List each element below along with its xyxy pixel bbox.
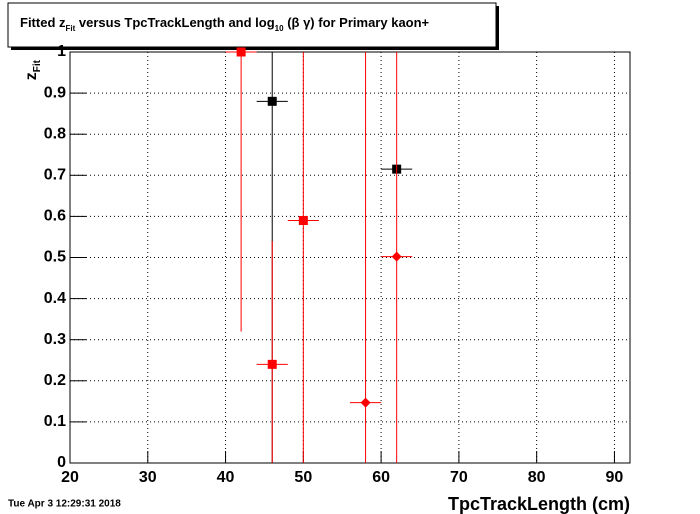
- x-tick-label: 40: [217, 469, 235, 486]
- x-tick-label: 20: [61, 469, 79, 486]
- title-part: versus TpcTrackLength and log: [75, 15, 274, 30]
- y-tick-label: 0.4: [44, 290, 66, 307]
- point: [236, 47, 246, 57]
- y-tick-label: 0.6: [44, 208, 66, 225]
- point: [267, 96, 277, 106]
- title-box: [7, 2, 497, 48]
- y-tick-label: 0.3: [44, 331, 66, 348]
- point: [298, 216, 308, 226]
- ylabel-part: Fit: [32, 59, 43, 72]
- ylabel-part: z: [23, 72, 40, 80]
- title-part: Fit: [66, 24, 76, 33]
- timestamp: Tue Apr 3 12:29:31 2018: [8, 499, 121, 510]
- y-tick-label: 0.1: [44, 413, 66, 430]
- title-part: Fitted z: [20, 15, 66, 30]
- y-tick-label: 0.5: [44, 249, 66, 266]
- x-tick-label: 90: [606, 469, 624, 486]
- chart-title: Fitted zFit versus TpcTrackLength and lo…: [20, 15, 430, 32]
- x-axis-label: TpcTrackLength (cm): [448, 494, 630, 514]
- y-tick-label: 0.2: [44, 372, 66, 389]
- point: [267, 359, 277, 369]
- y-tick-label: 0.8: [44, 125, 66, 142]
- y-tick-label: 0.9: [44, 84, 66, 101]
- x-tick-label: 70: [450, 469, 468, 486]
- title-part: (β γ) for Primary kaon+: [284, 15, 430, 30]
- x-tick-label: 60: [372, 469, 390, 486]
- point: [391, 251, 402, 262]
- y-tick-label: 0.7: [44, 167, 66, 184]
- title-part: 10: [275, 24, 284, 33]
- x-tick-label: 50: [294, 469, 312, 486]
- plot-frame: [69, 51, 631, 464]
- x-tick-label: 80: [528, 469, 546, 486]
- point: [360, 397, 371, 408]
- y-tick-label: 1: [57, 43, 66, 60]
- x-tick-label: 30: [139, 469, 157, 486]
- y-axis-label: zFit: [23, 59, 43, 80]
- y-tick-label: 0: [57, 454, 66, 471]
